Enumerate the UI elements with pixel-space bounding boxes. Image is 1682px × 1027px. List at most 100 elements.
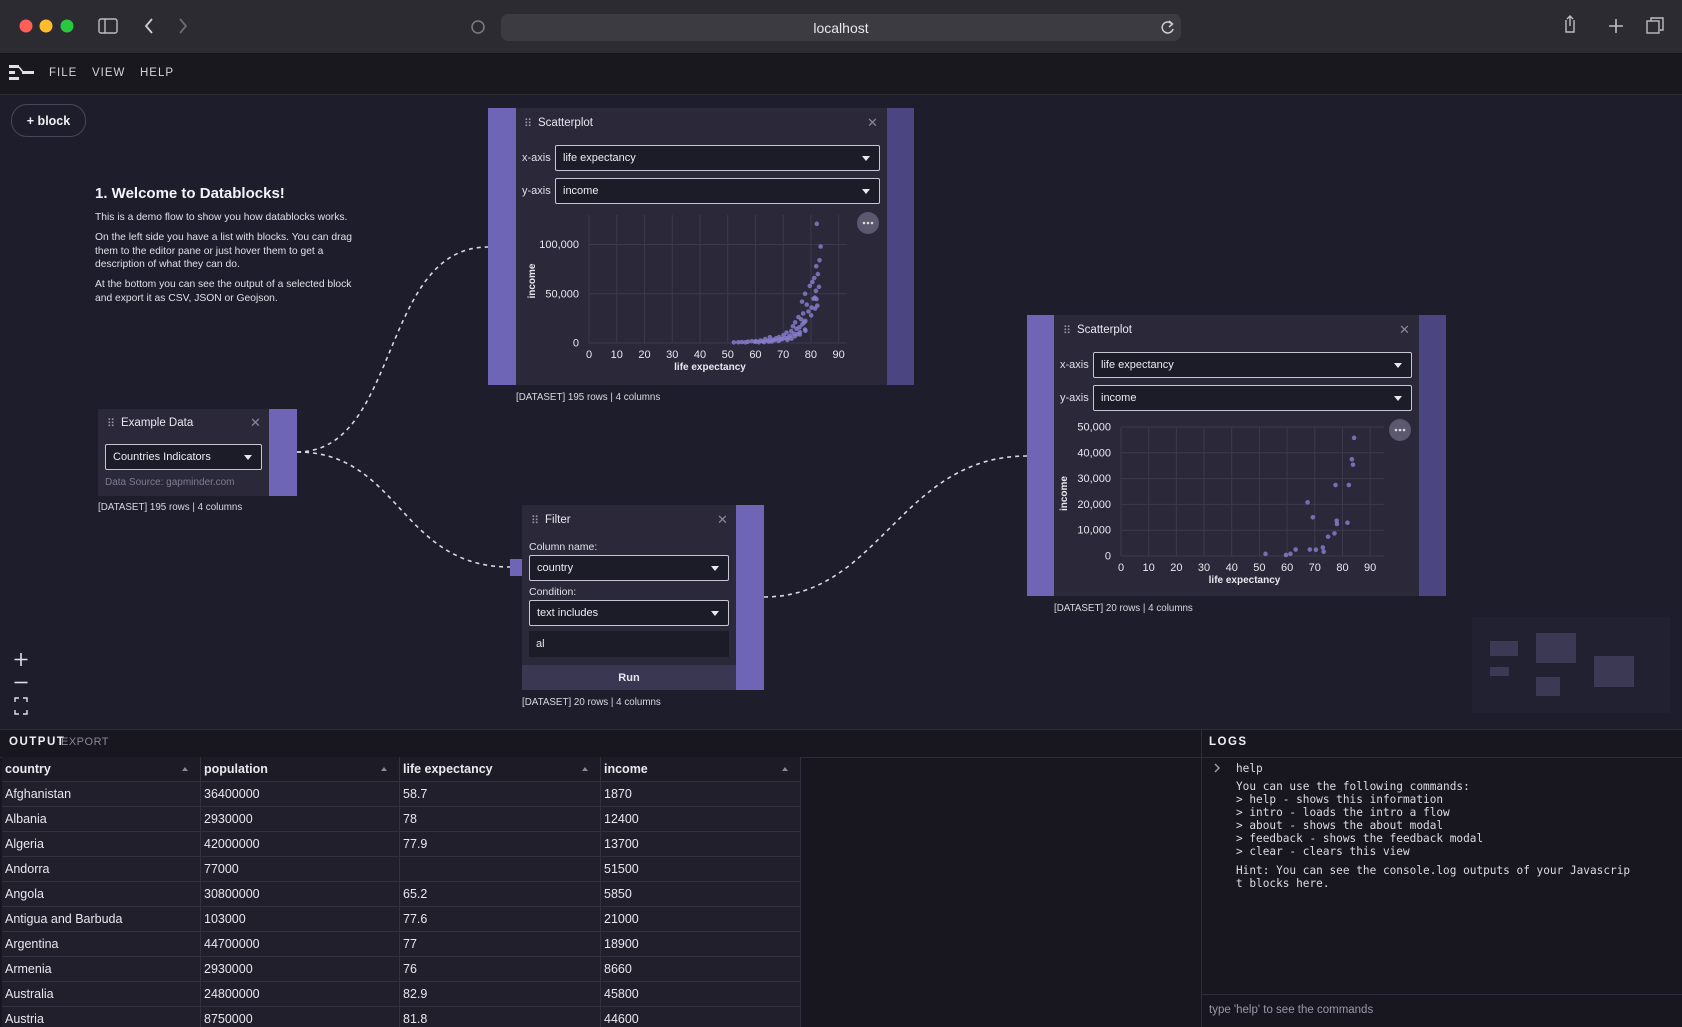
fit-view[interactable] <box>15 698 27 714</box>
forward-button[interactable] <box>180 19 186 33</box>
x-axis-label: x-axis <box>522 152 551 164</box>
block-footer: [DATASET] 195 rows | 4 columns <box>516 392 660 403</box>
column-header[interactable]: life expectancy <box>400 757 601 782</box>
y-axis-select[interactable]: income <box>1093 385 1412 411</box>
cell-text: 2930000 <box>204 962 253 976</box>
table-cell: 58.7 <box>400 782 601 807</box>
block-footer: [DATASET] 20 rows | 4 columns <box>1054 603 1193 614</box>
x-axis-select[interactable]: life expectancy <box>555 145 880 171</box>
output-port[interactable] <box>269 409 297 496</box>
table-cell: Albania <box>2 807 201 832</box>
cell-text: 42000000 <box>204 837 260 851</box>
condition-select[interactable]: text includes <box>529 600 729 626</box>
close-button[interactable]: ✕ <box>1399 322 1410 338</box>
minimize-window[interactable] <box>40 20 53 33</box>
table-cell <box>400 857 601 882</box>
drag-handle[interactable]: ⠿ <box>107 417 114 430</box>
input-port[interactable] <box>1027 315 1054 596</box>
close-button[interactable]: ✕ <box>250 415 261 431</box>
app-logo <box>8 62 36 84</box>
close-button[interactable]: ✕ <box>867 115 878 131</box>
cell-text: 36400000 <box>204 787 260 801</box>
log-hint: Hint: You can see the console.log output… <box>1236 864 1630 890</box>
log-command: help <box>1236 762 1263 775</box>
table-cell: Andorra <box>2 857 201 882</box>
x-axis-select[interactable]: life expectancy <box>1093 352 1412 378</box>
connector <box>297 452 510 567</box>
divider <box>1202 757 1682 758</box>
select-value: income <box>1101 392 1136 404</box>
run-button[interactable]: Run <box>522 665 736 690</box>
table-cell: 81.8 <box>400 1007 601 1027</box>
cell-text: Argentina <box>5 937 59 951</box>
drag-handle[interactable]: ⠿ <box>531 514 538 527</box>
menu-item[interactable]: VIEW <box>92 67 125 79</box>
table-cell: Australia <box>2 982 201 1007</box>
cell-text: Albania <box>5 812 47 826</box>
table-cell: 5850 <box>601 882 801 907</box>
cell-text: 76 <box>403 962 417 976</box>
output-port[interactable] <box>887 108 914 385</box>
table-cell: 42000000 <box>201 832 400 857</box>
drag-handle[interactable]: ⠿ <box>524 117 531 130</box>
welcome-paragraph: This is a demo flow to show you how data… <box>95 211 357 225</box>
column-select[interactable]: country <box>529 555 729 581</box>
column-name: income <box>604 762 648 776</box>
output-port[interactable] <box>1419 315 1446 596</box>
output-port[interactable] <box>736 505 764 690</box>
input-value: al <box>536 638 545 650</box>
column-name: country <box>5 762 51 776</box>
block-title: Filter <box>545 514 571 526</box>
welcome-paragraph: On the left side you have a list with bl… <box>95 231 357 272</box>
cell-text: Austria <box>5 1012 44 1026</box>
table-cell: 44600 <box>601 1007 801 1027</box>
column-header[interactable]: population <box>201 757 400 782</box>
menu-item[interactable]: HELP <box>140 67 174 79</box>
new-tab-button[interactable] <box>1609 19 1623 33</box>
export-tab[interactable]: EXPORT <box>61 736 109 748</box>
column-header[interactable]: income <box>601 757 801 782</box>
input-port[interactable] <box>510 559 522 576</box>
table-cell: 51500 <box>601 857 801 882</box>
cell-text: 82.9 <box>403 987 427 1001</box>
log-line: You can use the following commands: <box>1236 780 1483 793</box>
filter-input[interactable]: al <box>529 631 729 657</box>
block-title: Scatterplot <box>538 117 593 129</box>
cell-text: 12400 <box>604 812 639 826</box>
reload-button[interactable] <box>1160 18 1176 36</box>
url-bar[interactable]: localhost <box>501 14 1181 41</box>
add-block-button[interactable]: + block <box>11 104 86 137</box>
close-window[interactable] <box>20 20 33 33</box>
y-axis-select[interactable]: income <box>555 178 880 204</box>
column-header[interactable]: country <box>2 757 201 782</box>
tabs-button[interactable] <box>1647 21 1659 33</box>
drag-handle[interactable]: ⠿ <box>1063 324 1070 337</box>
maximize-window[interactable] <box>61 20 74 33</box>
table-cell: 77.6 <box>400 907 601 932</box>
back-button[interactable] <box>146 19 152 33</box>
cell-text: 78 <box>403 812 417 826</box>
close-button[interactable]: ✕ <box>717 512 728 528</box>
table-cell: Angola <box>2 882 201 907</box>
table-cell: Argentina <box>2 932 201 957</box>
select-value: Countries Indicators <box>113 451 211 463</box>
sidebar-toggle[interactable] <box>99 19 117 33</box>
select-value: life expectancy <box>563 152 636 164</box>
table-cell: 77.9 <box>400 832 601 857</box>
input-port[interactable] <box>488 108 516 385</box>
zoom-in[interactable] <box>15 653 28 666</box>
sort-icon <box>182 767 188 771</box>
minimap[interactable] <box>1472 617 1670 713</box>
cell-text: 77.6 <box>403 912 427 926</box>
data-source[interactable]: Data Source: gapminder.com <box>105 477 235 488</box>
dataset-select[interactable]: Countries Indicators <box>105 444 262 470</box>
y-axis-label: y-axis <box>1060 392 1089 404</box>
divider <box>1202 994 1682 995</box>
output-tab[interactable]: OUTPUT <box>9 736 65 748</box>
tabs-button-back <box>1651 18 1663 30</box>
table-cell: 82.9 <box>400 982 601 1007</box>
block-footer: [DATASET] 195 rows | 4 columns <box>98 502 242 513</box>
menu-item[interactable]: FILE <box>49 67 77 79</box>
log-input[interactable]: type 'help' to see the commands <box>1209 1004 1373 1016</box>
share-button[interactable] <box>1566 16 1574 32</box>
